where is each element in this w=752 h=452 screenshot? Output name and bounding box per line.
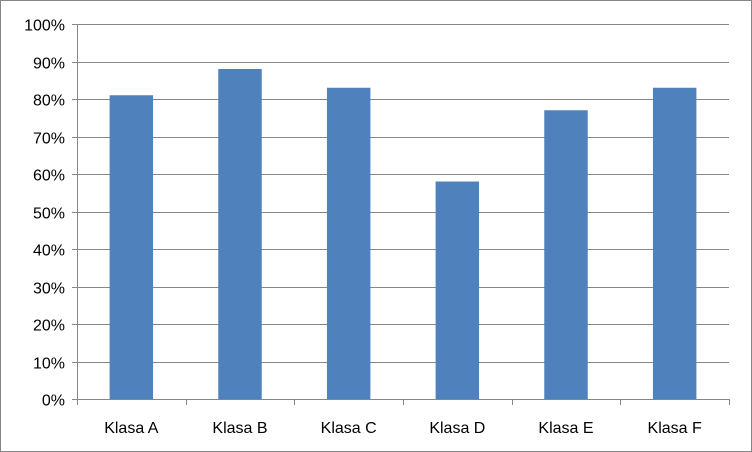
- y-tick-label: 100%: [24, 18, 65, 35]
- y-tick-label: 80%: [33, 93, 65, 110]
- bars: [109, 69, 697, 399]
- bar-klasa-f: [652, 87, 697, 399]
- x-tick-labels: Klasa A Klasa B Klasa C Klasa D Klasa E Klasa…: [104, 420, 702, 437]
- y-tick-label: 40%: [33, 243, 65, 260]
- x-tick-label: Klasa F: [648, 420, 702, 437]
- x-tick-label: Klasa D: [429, 420, 485, 437]
- gridlines: [77, 24, 729, 400]
- y-tick-label: 90%: [33, 56, 65, 73]
- y-tick-label: 30%: [33, 281, 65, 298]
- axes: [72, 24, 730, 405]
- y-tick-label: 10%: [33, 356, 65, 373]
- y-tick-label: 50%: [33, 206, 65, 223]
- bar-klasa-b: [218, 69, 262, 399]
- y-tick-label: 70%: [33, 131, 65, 148]
- bar-klasa-d: [435, 181, 480, 399]
- y-tick-label: 0%: [42, 393, 65, 410]
- y-tick-label: 60%: [33, 168, 65, 185]
- bar-klasa-e: [544, 110, 588, 399]
- x-tick-label: Klasa B: [212, 420, 267, 437]
- x-tick-label: Klasa C: [321, 420, 377, 437]
- x-tick-label: Klasa E: [538, 420, 593, 437]
- bar-klasa-a: [109, 95, 154, 399]
- bar-klasa-c: [326, 87, 371, 399]
- y-tick-label: 20%: [33, 318, 65, 335]
- x-tick-label: Klasa A: [104, 420, 159, 437]
- y-tick-labels: 0% 10% 20% 30% 40% 50% 60% 70% 80% 90% 100%: [24, 18, 65, 410]
